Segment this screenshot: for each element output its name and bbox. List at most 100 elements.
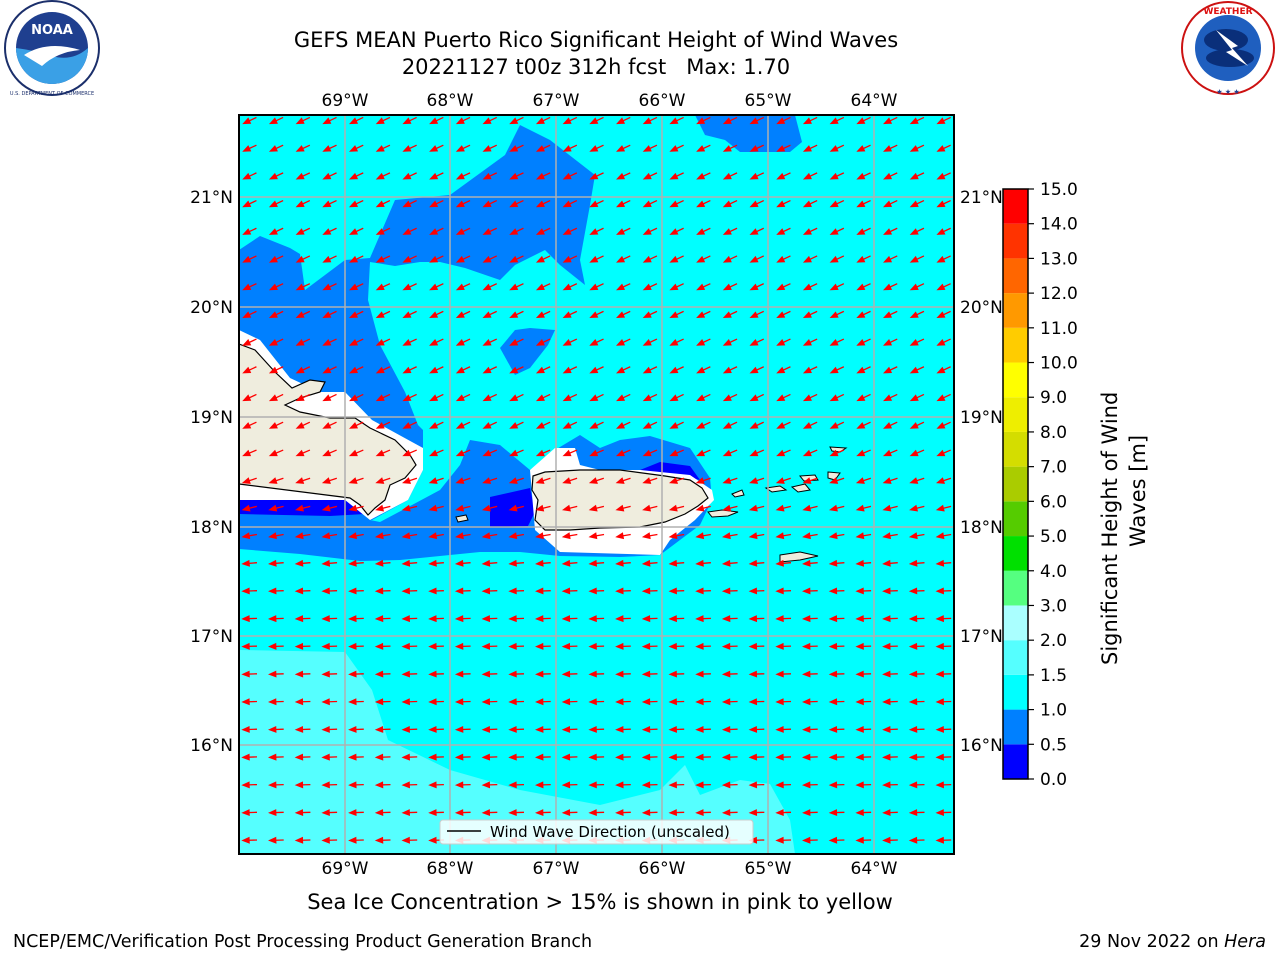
wave-direction-arrowhead xyxy=(588,753,597,761)
wave-direction-arrowhead xyxy=(588,559,598,567)
wave-direction-arrowhead xyxy=(909,255,919,263)
wave-direction-arrowhead xyxy=(776,449,786,457)
wave-direction-arrowhead xyxy=(349,339,359,346)
wave-direction-arrowhead xyxy=(455,532,464,540)
wave-direction-arrowhead xyxy=(535,615,544,623)
wave-direction-arrowhead xyxy=(882,504,892,512)
wave-direction-arrowhead xyxy=(749,311,759,318)
wave-direction-arrowhead xyxy=(829,255,839,263)
wave-direction-arrowhead xyxy=(509,422,519,429)
wave-direction-arrowhead xyxy=(722,394,732,402)
wave-direction-arrowhead xyxy=(721,753,731,761)
wave-direction-arrowhead xyxy=(749,449,759,457)
wave-direction-arrowhead xyxy=(401,615,410,623)
wave-direction-arrowhead xyxy=(428,504,438,512)
wave-direction-arrowhead xyxy=(642,477,652,484)
wave-direction-arrowhead xyxy=(642,366,652,374)
wave-direction-arrowhead xyxy=(721,559,731,567)
wave-direction-arrowhead xyxy=(561,615,571,623)
colorbar-tick-label: 4.0 xyxy=(1040,562,1067,582)
wave-direction-arrowhead xyxy=(589,255,599,263)
wave-direction-arrowhead xyxy=(455,200,465,208)
wave-direction-arrowhead xyxy=(348,725,357,733)
wave-direction-arrowhead xyxy=(802,587,811,595)
wave-direction-arrowhead xyxy=(349,422,359,429)
wave-direction-arrowhead xyxy=(828,559,838,567)
wave-direction-arrowhead xyxy=(802,698,811,706)
wave-direction-arrowhead xyxy=(375,311,385,318)
wave-direction-arrowhead xyxy=(348,504,358,512)
lat-label-right: 19°N xyxy=(960,408,1003,428)
wave-direction-arrowhead xyxy=(856,172,866,180)
colorbar-ticks: 0.0 0.5 1.0 1.5 2.0 3.0 4.0 5.0 6.0 7.0 8.0 9.0 10.0… xyxy=(1028,180,1078,790)
colorbar-block xyxy=(1003,293,1028,328)
colorbar-blocks xyxy=(1003,189,1028,779)
wave-direction-arrowhead xyxy=(348,449,358,457)
wave-direction-arrowhead xyxy=(508,587,517,595)
colorbar-tick-label: 9.0 xyxy=(1040,388,1067,408)
wave-direction-arrowhead xyxy=(268,172,278,180)
wave-direction-arrowhead xyxy=(509,200,519,208)
wave-direction-arrowhead xyxy=(349,117,359,125)
lon-label-bottom: 65°W xyxy=(745,859,792,879)
wave-direction-arrowhead xyxy=(616,145,626,152)
wave-direction-arrowhead xyxy=(802,836,811,844)
wave-direction-arrowhead xyxy=(722,200,732,208)
wave-direction-arrowhead xyxy=(241,559,250,567)
wave-direction-arrowhead xyxy=(935,504,945,512)
wave-direction-arrowhead xyxy=(908,532,918,540)
wave-direction-arrowhead xyxy=(695,559,704,567)
wave-direction-arrowhead xyxy=(828,725,838,733)
wave-direction-arrowhead xyxy=(696,339,706,346)
wave-direction-arrowhead xyxy=(641,670,651,678)
wave-direction-arrowhead xyxy=(695,504,705,512)
wave-direction-arrowhead xyxy=(428,532,438,540)
wave-direction-arrowhead xyxy=(615,670,624,678)
wave-direction-arrowhead xyxy=(589,339,599,346)
wave-direction-arrowhead xyxy=(909,311,919,318)
wave-direction-arrowhead xyxy=(295,117,305,125)
wave-direction-arrowhead xyxy=(349,228,359,235)
wave-direction-arrowhead xyxy=(669,255,679,263)
wave-direction-arrowhead xyxy=(268,725,277,733)
colorbar-block xyxy=(1003,223,1028,259)
wave-direction-arrowhead xyxy=(295,228,305,235)
wave-direction-arrowhead xyxy=(268,504,278,512)
wave-direction-arrowhead xyxy=(909,477,919,484)
wave-direction-arrowhead xyxy=(615,809,624,817)
colorbar-block xyxy=(1003,397,1028,432)
wave-direction-arrowhead xyxy=(241,725,250,733)
wave-direction-arrowhead xyxy=(454,615,464,623)
wave-direction-arrowhead xyxy=(509,283,519,291)
wave-direction-arrowhead xyxy=(375,422,385,429)
wave-direction-arrowhead xyxy=(588,781,597,789)
wave-direction-arrowhead xyxy=(321,587,330,595)
wave-direction-arrowhead xyxy=(295,394,305,402)
culebra-island xyxy=(731,489,745,498)
wave-direction-arrowhead xyxy=(322,449,332,457)
wave-direction-arrowhead xyxy=(829,145,839,152)
wave-direction-arrowhead xyxy=(588,809,597,817)
wave-direction-arrowhead xyxy=(855,532,865,540)
colorbar-frame xyxy=(1002,188,1029,780)
wave-direction-arrowhead xyxy=(535,477,545,484)
wave-direction-arrowhead xyxy=(909,172,919,180)
wave-direction-arrowhead xyxy=(908,725,918,733)
lat-label-right: 21°N xyxy=(960,188,1003,208)
wave-direction-arrowhead xyxy=(776,200,786,208)
wave-direction-arrowhead xyxy=(883,255,893,263)
hispaniola-land xyxy=(239,343,417,516)
wave-direction-arrowhead xyxy=(375,255,385,263)
wave-direction-arrowhead xyxy=(535,559,544,567)
wave-direction-arrowhead xyxy=(616,422,626,429)
wave-direction-arrowhead xyxy=(375,504,385,512)
wave-direction-arrowhead xyxy=(749,283,759,291)
wave-direction-arrowhead xyxy=(242,394,252,402)
wave-direction-arrowhead xyxy=(642,339,652,346)
wave-direction-arrowhead xyxy=(535,587,544,595)
wave-direction-arrowhead xyxy=(696,422,706,429)
wave-direction-arrowhead xyxy=(508,504,518,512)
wave-direction-arrowhead xyxy=(268,753,277,761)
wave-direction-arrowhead xyxy=(322,228,332,235)
mona-island xyxy=(455,514,469,523)
